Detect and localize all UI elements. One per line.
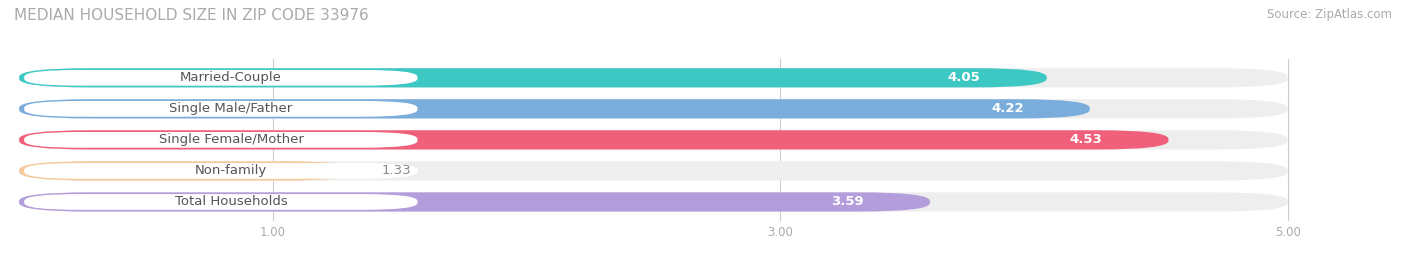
FancyBboxPatch shape	[1017, 132, 1156, 148]
FancyBboxPatch shape	[894, 70, 1033, 86]
FancyBboxPatch shape	[938, 101, 1077, 117]
FancyBboxPatch shape	[20, 68, 1046, 87]
FancyBboxPatch shape	[20, 161, 1288, 180]
FancyBboxPatch shape	[20, 130, 1168, 150]
FancyBboxPatch shape	[20, 192, 1288, 212]
FancyBboxPatch shape	[20, 99, 1090, 118]
FancyBboxPatch shape	[20, 68, 1288, 87]
Text: 4.05: 4.05	[948, 71, 980, 84]
FancyBboxPatch shape	[20, 130, 1288, 150]
Text: MEDIAN HOUSEHOLD SIZE IN ZIP CODE 33976: MEDIAN HOUSEHOLD SIZE IN ZIP CODE 33976	[14, 8, 368, 23]
Text: Source: ZipAtlas.com: Source: ZipAtlas.com	[1267, 8, 1392, 21]
FancyBboxPatch shape	[20, 161, 357, 180]
FancyBboxPatch shape	[24, 194, 418, 210]
Text: Non-family: Non-family	[195, 164, 267, 178]
FancyBboxPatch shape	[24, 70, 418, 86]
Text: Total Households: Total Households	[174, 196, 287, 208]
Text: 4.22: 4.22	[991, 102, 1024, 115]
FancyBboxPatch shape	[778, 194, 917, 210]
Text: Married-Couple: Married-Couple	[180, 71, 283, 84]
FancyBboxPatch shape	[24, 132, 418, 148]
FancyBboxPatch shape	[24, 163, 418, 179]
FancyBboxPatch shape	[24, 101, 418, 117]
Text: 4.53: 4.53	[1070, 133, 1102, 146]
FancyBboxPatch shape	[20, 192, 929, 212]
Text: Single Male/Father: Single Male/Father	[169, 102, 292, 115]
FancyBboxPatch shape	[20, 99, 1288, 118]
Text: 1.33: 1.33	[382, 164, 412, 178]
Text: 3.59: 3.59	[831, 196, 863, 208]
Text: Single Female/Mother: Single Female/Mother	[159, 133, 304, 146]
